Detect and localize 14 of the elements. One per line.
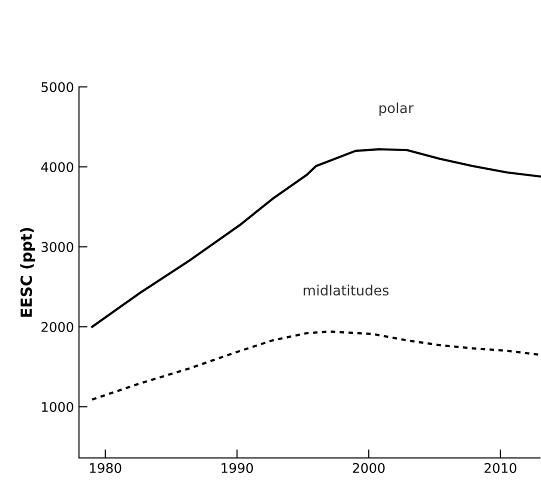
y-tick-label: 3000 — [42, 242, 74, 252]
x-tick-label: 1990 — [222, 463, 253, 473]
y-tick-label: 5000 — [42, 82, 74, 92]
text: polar — [379, 102, 414, 116]
y-tick-label: 4000 — [41, 162, 74, 172]
y-axis-title: EESC (ppt) — [20, 228, 35, 317]
y-tick-label: 2000 — [42, 322, 74, 332]
line-series — [91, 330, 541, 401]
x-tick-label: 1980 — [90, 463, 122, 473]
x-tick-label: 2000 — [352, 463, 385, 473]
x-tick-label: 2010 — [484, 463, 516, 473]
y-tick-label: 1000 — [42, 402, 74, 412]
line-series — [91, 148, 541, 328]
text: midlatitudes — [304, 284, 389, 296]
